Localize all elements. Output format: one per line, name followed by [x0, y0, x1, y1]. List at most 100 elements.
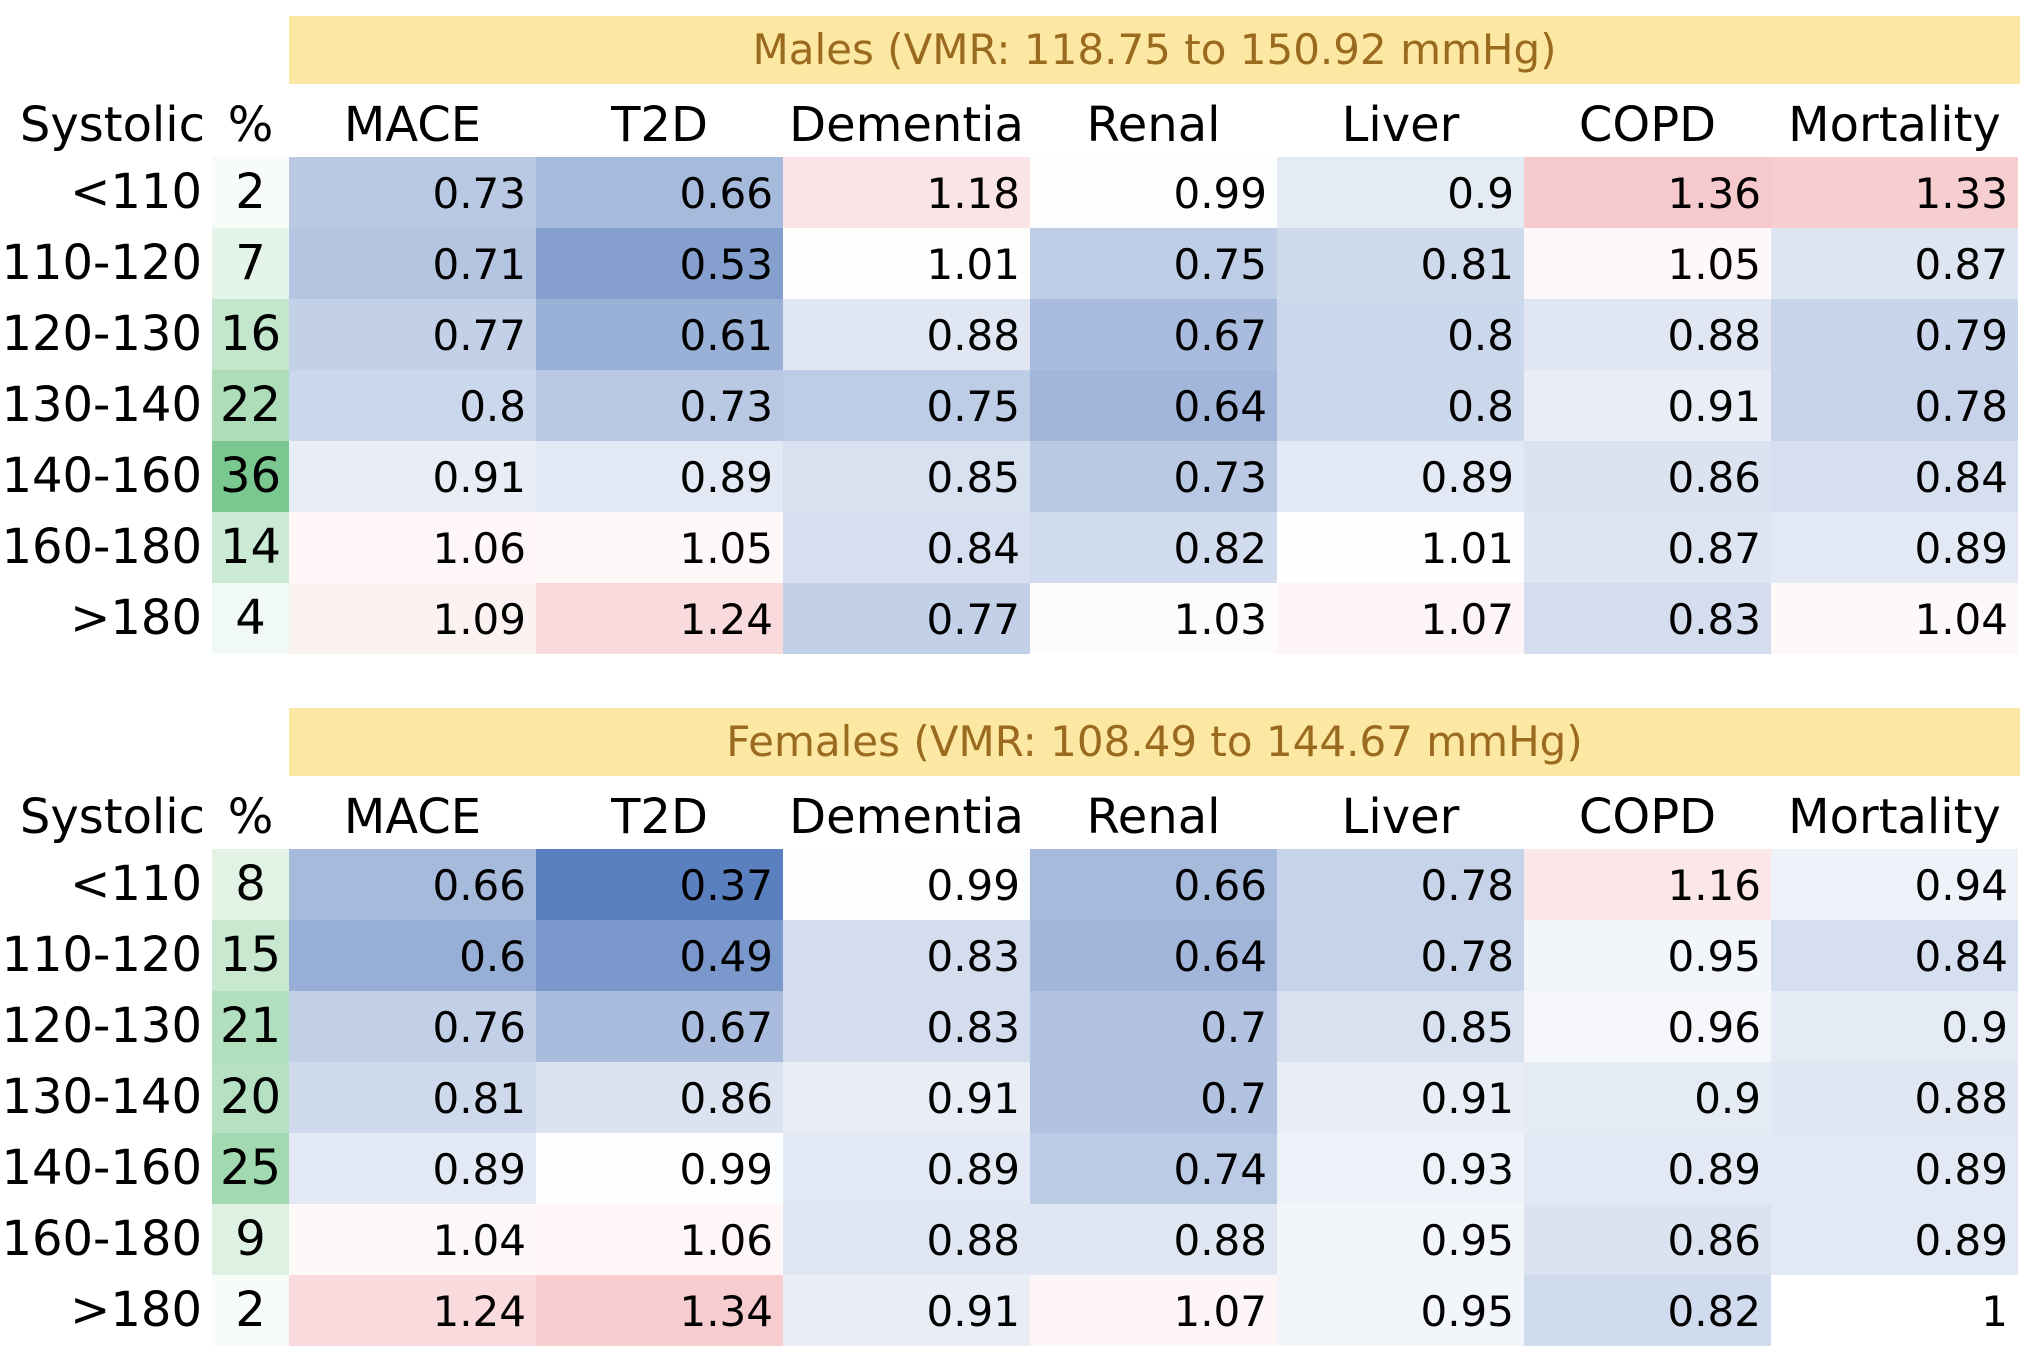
heatmap-cell-mortality: 1.04 [1771, 583, 2018, 654]
percent-cell: 36 [212, 441, 289, 512]
column-header-t2d: T2D [611, 97, 708, 153]
heatmap-cell-copd: 0.9 [1524, 1062, 1771, 1133]
column-header-renal: Renal [1086, 97, 1221, 153]
heatmap-cell-t2d: 0.86 [536, 1062, 783, 1133]
heatmap-cell-mace: 0.81 [289, 1062, 536, 1133]
heatmap-cell-renal: 0.99 [1030, 157, 1277, 228]
heatmap-cell-mace: 1.09 [289, 583, 536, 654]
heatmap-cell-dementia: 1.18 [783, 157, 1030, 228]
heatmap-cell-dementia: 0.85 [783, 441, 1030, 512]
panel-title: Females (VMR: 108.49 to 144.67 mmHg) [289, 708, 2020, 776]
heatmap-cell-mortality: 0.84 [1771, 920, 2018, 991]
row-label-lt110: <110 [70, 164, 202, 220]
heatmap-cell-mace: 0.71 [289, 228, 536, 299]
percent-cell: 25 [212, 1133, 289, 1204]
heatmap-cell-liver: 0.95 [1277, 1275, 1524, 1346]
heatmap-cell-t2d: 0.67 [536, 991, 783, 1062]
heatmap-cell-mace: 0.89 [289, 1133, 536, 1204]
column-header-mortality: Mortality [1788, 97, 2001, 153]
heatmap-cell-t2d: 0.53 [536, 228, 783, 299]
heatmap-cell-dementia: 0.83 [783, 920, 1030, 991]
heatmap-cell-renal: 0.67 [1030, 299, 1277, 370]
column-header-mace: MACE [343, 789, 482, 845]
heatmap-cell-mortality: 0.79 [1771, 299, 2018, 370]
heatmap-cell-mortality: 0.89 [1771, 1133, 2018, 1204]
heatmap-cell-renal: 0.82 [1030, 512, 1277, 583]
row-label-gt180: >180 [70, 1282, 202, 1338]
heatmap-cell-copd: 0.96 [1524, 991, 1771, 1062]
row-label-120-130: 120-130 [1, 306, 202, 362]
heatmap-cell-t2d: 0.37 [536, 849, 783, 920]
heatmap-cell-renal: 0.75 [1030, 228, 1277, 299]
percent-cell: 22 [212, 370, 289, 441]
row-label-130-140: 130-140 [1, 1069, 202, 1125]
heatmap-cell-liver: 0.78 [1277, 920, 1524, 991]
percent-cell: 7 [212, 228, 289, 299]
heatmap-cell-mace: 1.06 [289, 512, 536, 583]
heatmap-cell-copd: 0.91 [1524, 370, 1771, 441]
heatmap-cell-t2d: 0.89 [536, 441, 783, 512]
column-header-dementia: Dementia [789, 789, 1024, 845]
heatmap-cell-mortality: 0.88 [1771, 1062, 2018, 1133]
percent-cell: 4 [212, 583, 289, 654]
heatmap-cell-copd: 0.95 [1524, 920, 1771, 991]
heatmap-cell-liver: 0.89 [1277, 441, 1524, 512]
heatmap-cell-dementia: 0.77 [783, 583, 1030, 654]
column-header-t2d: T2D [611, 789, 708, 845]
heatmap-cell-liver: 1.07 [1277, 583, 1524, 654]
row-label-lt110: <110 [70, 856, 202, 912]
heatmap-cell-liver: 0.95 [1277, 1204, 1524, 1275]
percent-cell: 9 [212, 1204, 289, 1275]
row-label-130-140: 130-140 [1, 377, 202, 433]
percent-header: % [227, 97, 274, 153]
column-header-mace: MACE [343, 97, 482, 153]
heatmap-cell-t2d: 0.73 [536, 370, 783, 441]
heatmap-cell-copd: 0.86 [1524, 1204, 1771, 1275]
heatmap-cell-mortality: 0.84 [1771, 441, 2018, 512]
heatmap-cell-renal: 0.66 [1030, 849, 1277, 920]
row-label-160-180: 160-180 [1, 1211, 202, 1267]
heatmap-cell-renal: 0.7 [1030, 991, 1277, 1062]
row-label-110-120: 110-120 [1, 235, 202, 291]
heatmap-cell-dementia: 0.99 [783, 849, 1030, 920]
heatmap-cell-liver: 0.8 [1277, 299, 1524, 370]
heatmap-cell-mace: 0.66 [289, 849, 536, 920]
heatmap-cell-copd: 0.83 [1524, 583, 1771, 654]
column-header-copd: COPD [1578, 97, 1717, 153]
panel-title: Males (VMR: 118.75 to 150.92 mmHg) [289, 16, 2020, 84]
heatmap-cell-t2d: 0.49 [536, 920, 783, 991]
heatmap-cell-dementia: 0.83 [783, 991, 1030, 1062]
heatmap-cell-renal: 0.7 [1030, 1062, 1277, 1133]
heatmap-cell-dementia: 0.84 [783, 512, 1030, 583]
percent-cell: 15 [212, 920, 289, 991]
row-label-gt180: >180 [70, 590, 202, 646]
heatmap-cell-renal: 0.88 [1030, 1204, 1277, 1275]
column-header-dementia: Dementia [789, 97, 1024, 153]
heatmap-cell-liver: 1.01 [1277, 512, 1524, 583]
heatmap-cell-liver: 0.85 [1277, 991, 1524, 1062]
percent-cell: 20 [212, 1062, 289, 1133]
heatmap-cell-copd: 1.36 [1524, 157, 1771, 228]
heatmap-cell-t2d: 0.66 [536, 157, 783, 228]
heatmap-cell-dementia: 0.88 [783, 299, 1030, 370]
column-header-copd: COPD [1578, 789, 1717, 845]
heatmap-cell-mace: 0.73 [289, 157, 536, 228]
heatmap-cell-mace: 0.91 [289, 441, 536, 512]
percent-cell: 21 [212, 991, 289, 1062]
heatmap-cell-mace: 1.04 [289, 1204, 536, 1275]
row-label-120-130: 120-130 [1, 998, 202, 1054]
percent-cell: 8 [212, 849, 289, 920]
heatmap-cell-liver: 0.9 [1277, 157, 1524, 228]
heatmap-cell-mortality: 0.78 [1771, 370, 2018, 441]
heatmap-cell-liver: 0.93 [1277, 1133, 1524, 1204]
heatmap-cell-t2d: 0.99 [536, 1133, 783, 1204]
heatmap-cell-t2d: 1.05 [536, 512, 783, 583]
heatmap-cell-liver: 0.91 [1277, 1062, 1524, 1133]
heatmap-cell-renal: 0.74 [1030, 1133, 1277, 1204]
heatmap-cell-liver: 0.8 [1277, 370, 1524, 441]
heatmap-cell-copd: 1.16 [1524, 849, 1771, 920]
heatmap-cell-mortality: 0.94 [1771, 849, 2018, 920]
heatmap-cell-copd: 1.05 [1524, 228, 1771, 299]
heatmap-cell-mace: 0.8 [289, 370, 536, 441]
systolic-header: Systolic [19, 97, 205, 153]
